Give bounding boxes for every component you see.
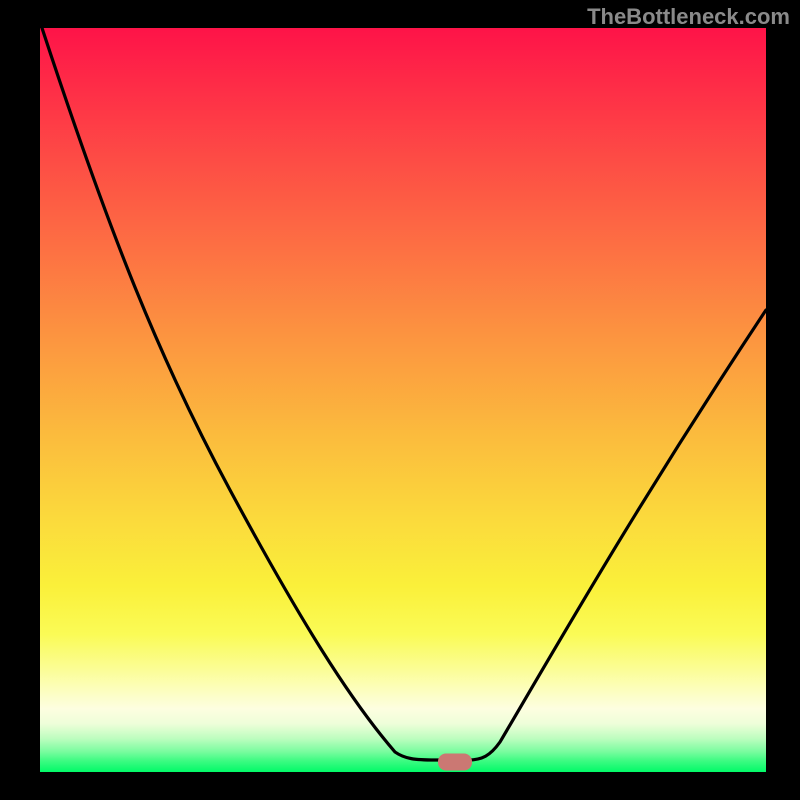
figure-container: TheBottleneck.com bbox=[0, 0, 800, 800]
attribution-text: TheBottleneck.com bbox=[587, 4, 790, 30]
plot-background bbox=[40, 28, 766, 772]
optimal-marker bbox=[438, 754, 472, 771]
bottleneck-chart bbox=[0, 0, 800, 800]
